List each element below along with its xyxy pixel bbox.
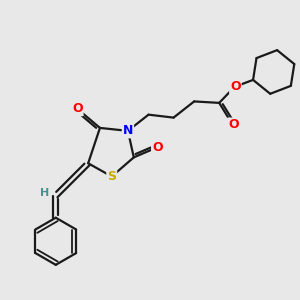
Text: O: O	[230, 80, 241, 93]
Text: O: O	[228, 118, 238, 131]
Text: H: H	[41, 188, 50, 198]
Text: O: O	[152, 141, 163, 154]
Text: H: H	[40, 188, 49, 198]
Text: S: S	[107, 170, 116, 183]
Text: N: N	[123, 124, 133, 137]
Text: O: O	[72, 102, 83, 115]
